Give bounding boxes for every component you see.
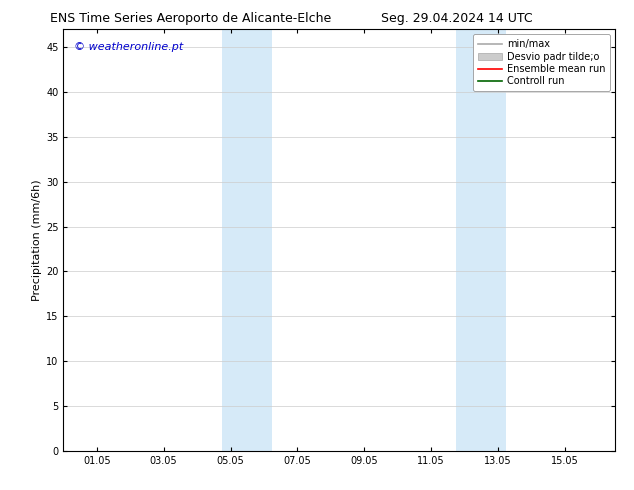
Y-axis label: Precipitation (mm/6h): Precipitation (mm/6h)	[32, 179, 42, 301]
Text: Seg. 29.04.2024 14 UTC: Seg. 29.04.2024 14 UTC	[380, 12, 533, 25]
Text: ENS Time Series Aeroporto de Alicante-Elche: ENS Time Series Aeroporto de Alicante-El…	[49, 12, 331, 25]
Bar	[222, 29, 273, 451]
Legend: min/max, Desvio padr tilde;o, Ensemble mean run, Controll run: min/max, Desvio padr tilde;o, Ensemble m…	[473, 34, 610, 91]
Text: © weatheronline.pt: © weatheronline.pt	[74, 42, 184, 52]
Bar	[456, 29, 507, 451]
